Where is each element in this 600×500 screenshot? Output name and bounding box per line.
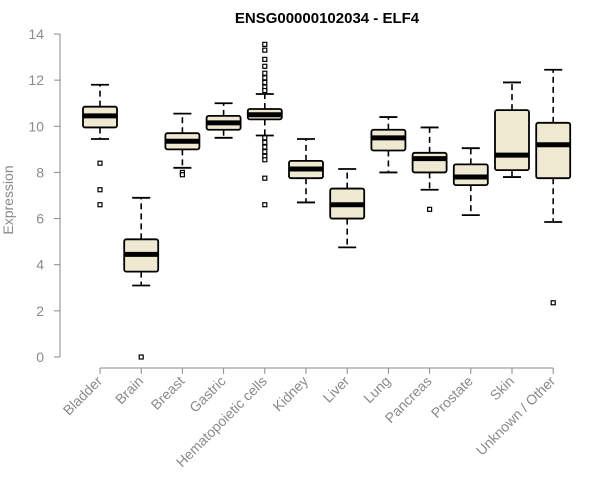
outlier-point [97,160,103,166]
y-tick-label: 12 [28,72,44,88]
outlier-point [262,202,268,208]
x-tick-label: Kidney [270,373,312,415]
outlier-point [97,187,103,193]
box-pancreas [411,126,448,212]
box-liver [329,168,366,249]
y-tick-label: 8 [36,164,44,180]
box-unknown-other [535,68,572,306]
outlier-point [179,172,185,178]
box-hematopoietic-cells [246,41,283,208]
boxes-group [82,41,572,360]
outlier-point [262,79,268,86]
outlier-point [550,300,556,306]
box-iqr [535,121,572,180]
x-tick-label: Brain [112,373,146,407]
box-prostate [452,147,489,217]
x-tick-label: Liver [320,373,353,406]
outlier-point [97,202,103,208]
box-lung [370,116,407,174]
outlier-point [262,56,268,62]
x-tick-label: Prostate [428,373,476,421]
box-iqr [411,151,448,174]
y-tick-label: 6 [36,211,44,227]
outlier-point [262,41,268,47]
box-breast [164,112,201,178]
y-tick-label: 4 [36,257,44,273]
outlier-point [262,47,268,53]
chart-title: ENSG00000102034 - ELF4 [235,10,420,27]
box-bladder [82,83,118,208]
outlier-point [262,63,268,69]
outlier-point [262,175,268,181]
x-tick-label: Skin [487,373,518,404]
outlier-point [427,206,433,212]
y-tick-label: 0 [36,349,44,365]
box-gastric [205,102,242,139]
outlier-point [262,70,268,76]
box-skin [494,81,530,178]
outlier-point [262,75,268,81]
outlier-point [262,135,268,141]
box-brain [123,196,160,360]
outlier-point [262,139,268,146]
y-axis: 0 2 4 6 8 10 12 14 [28,26,61,365]
outlier-point [262,144,268,150]
outlier-point [262,157,268,163]
x-tick-label: Breast [148,373,188,413]
y-axis-label: Expression [0,165,16,234]
x-tick-label: Bladder [60,373,106,419]
y-tick-label: 10 [28,118,44,134]
y-tick-label: 14 [28,26,44,42]
box-iqr [494,109,530,172]
outlier-point [262,149,268,155]
outlier-point [262,87,268,94]
x-tick-label: Lung [360,373,393,406]
outlier-point [138,354,144,360]
box-kidney [288,138,324,204]
y-tick-label: 2 [36,303,44,319]
